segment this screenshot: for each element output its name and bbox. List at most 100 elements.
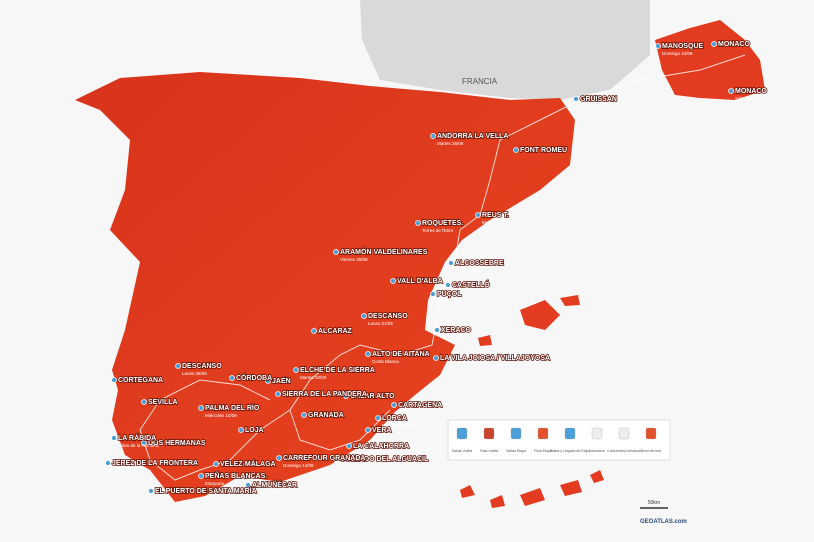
legend-label: Contrarreloj individual [607,449,641,453]
stage-marker [434,327,440,333]
france [360,0,650,100]
stage-marker [198,405,204,411]
stage-marker [448,260,454,266]
stage-marker [275,391,281,397]
legend-label: Final Vuelta [480,449,498,453]
place-date: Miércoles 03/09 [382,423,414,428]
stage-marker [728,88,734,94]
stage-marker [365,351,371,357]
place-date: Domingo 14/09 [283,463,314,468]
place-name: LORCA [382,415,407,422]
place-name: MONACO [735,88,767,95]
balearics [478,295,580,346]
stage-marker [311,328,317,334]
place-date: Lunes 25/08 [580,104,605,109]
place-date: Martes 26/08 [437,141,464,146]
place-name: LA RÁBIDA [118,433,156,442]
place-date: Sábado 30/08 [437,299,466,304]
legend-icon [591,427,603,440]
place-name: ALCARAZ [318,328,353,335]
place-name: JAÉN [272,376,291,385]
stage-marker [361,313,367,319]
stage-marker [238,427,244,433]
legend-label: Final Etapa [534,449,552,453]
stage-marker [111,435,117,441]
place-name: COLLADO DEL ALGUACIL [340,456,429,463]
scale-label: 50km [648,500,660,506]
stage-marker [105,460,111,466]
place-date: Terres de l'Ebre [422,228,454,233]
stage-marker [333,249,339,255]
stage-marker [245,482,251,488]
place-name: VALL D'ALBA [397,278,443,285]
place-date: Estepona [205,481,225,486]
legend-icon [510,427,522,440]
stage-marker [343,393,349,399]
stage-marker [390,278,396,284]
stage-marker [415,220,421,226]
legend-label: Salida y Llegada de Etapa [550,449,591,453]
place-date: Domingo 24/08 [662,51,693,56]
place-name: VÉLEZ-MÁLAGA [220,459,276,468]
monaco-region [655,20,765,100]
stage-marker [148,488,154,494]
stage-marker [711,41,717,47]
stage-marker [365,427,371,433]
stage-marker [391,402,397,408]
legend-label: Salida Vuelta [452,449,473,453]
place-date: Viernes 12/09 [252,490,280,495]
legend-icon [537,427,549,440]
stage-marker [445,282,451,288]
place-name: CASTELLÓ [452,280,490,289]
place-name: LA VILA JOIOSA / VILLAJOYOSA [440,355,550,362]
stage-marker [655,43,661,49]
stage-marker [141,399,147,405]
place-name: DESCANSO [182,363,222,370]
place-name: ARAMÓN VALDELINARES [340,247,428,256]
legend-icon [618,427,630,440]
place-name: CALAR ALTO [350,393,395,400]
place-name: ANDORRA LA VELLA [437,133,508,140]
place-name: REUS T. [482,212,509,219]
place-name: ALMUÑÉCAR [252,480,297,489]
legend-icon [483,427,495,440]
stage-marker [346,443,352,449]
place-name: ELCHE DE LA SIERRA [300,367,375,374]
place-name: ALTO DE AITANA [372,351,430,358]
place-name: PEÑAS BLANCAS. [205,471,267,480]
stage-marker [198,473,204,479]
stage-marker [430,133,436,139]
stage-marker [276,455,282,461]
place-date: Costa Blanca [372,359,399,364]
canary-islands [460,470,604,508]
stage-marker [175,363,181,369]
place-name: PUÇOL [437,291,462,298]
place-name: JEREZ DE LA FRONTERA [112,460,198,467]
place-date: Viernes 29/08 [340,257,368,262]
place-name: VERA [372,427,391,434]
place-name: LOJA [245,427,264,434]
route [139,54,746,481]
legend-label: Nivel del mar [641,449,662,453]
place-name: CÓRDOBA [236,373,272,382]
place-name: LA CALAHORRA [353,443,409,450]
stage-marker [141,440,147,446]
stage-marker [229,375,235,381]
stage-marker [301,412,307,418]
place-name: CARREFOUR GRANADA [283,455,365,462]
legend-icon [645,427,657,440]
place-name: ROQUETES. [422,220,463,227]
place-name: PALMA DEL RÍO [205,403,260,412]
place-date: Miércoles 10/09 [205,413,237,418]
place-date: Martes 02/09 [300,375,327,380]
legend-label: Salida Etapa [506,449,526,453]
place-name: GRANADA [308,412,344,419]
place-date: Palos de la Frontera [118,443,159,448]
stage-marker [265,378,271,384]
stage-marker [111,377,117,383]
legend-label: Descanso [589,449,605,453]
stage-marker [573,96,579,102]
stage-marker [375,415,381,421]
place-name: CARTAGENA [398,402,442,409]
